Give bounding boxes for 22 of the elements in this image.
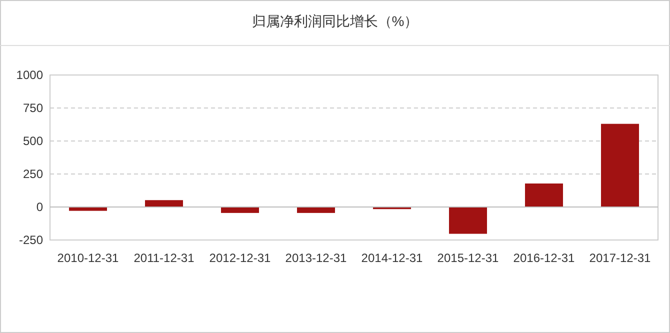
bar [69,207,107,211]
x-tick-label: 2016-12-31 [513,251,576,265]
chart-title: 归属净利润同比增长（%） [252,13,418,29]
y-tick-label: 250 [22,167,44,181]
x-tick-label: 2015-12-31 [437,251,500,265]
bar [221,207,259,213]
x-tick-label: 2014-12-31 [361,251,424,265]
y-tick-label: 1000 [16,68,44,82]
bar [297,207,335,213]
x-tick-label: 2017-12-31 [589,251,652,265]
y-tick-label: 500 [22,134,44,148]
x-tick-label: 2011-12-31 [134,251,195,265]
x-tick-label: 2012-12-31 [209,251,272,265]
x-tick-label: 2010-12-31 [57,251,120,265]
y-tick-label: 0 [36,200,44,214]
bar [145,200,183,207]
y-tick-label: 750 [22,101,44,115]
bar [601,124,639,207]
bar [449,207,487,234]
y-tick-label: -250 [18,233,44,247]
x-tick-label: 2013-12-31 [285,251,348,265]
bar [525,184,563,207]
